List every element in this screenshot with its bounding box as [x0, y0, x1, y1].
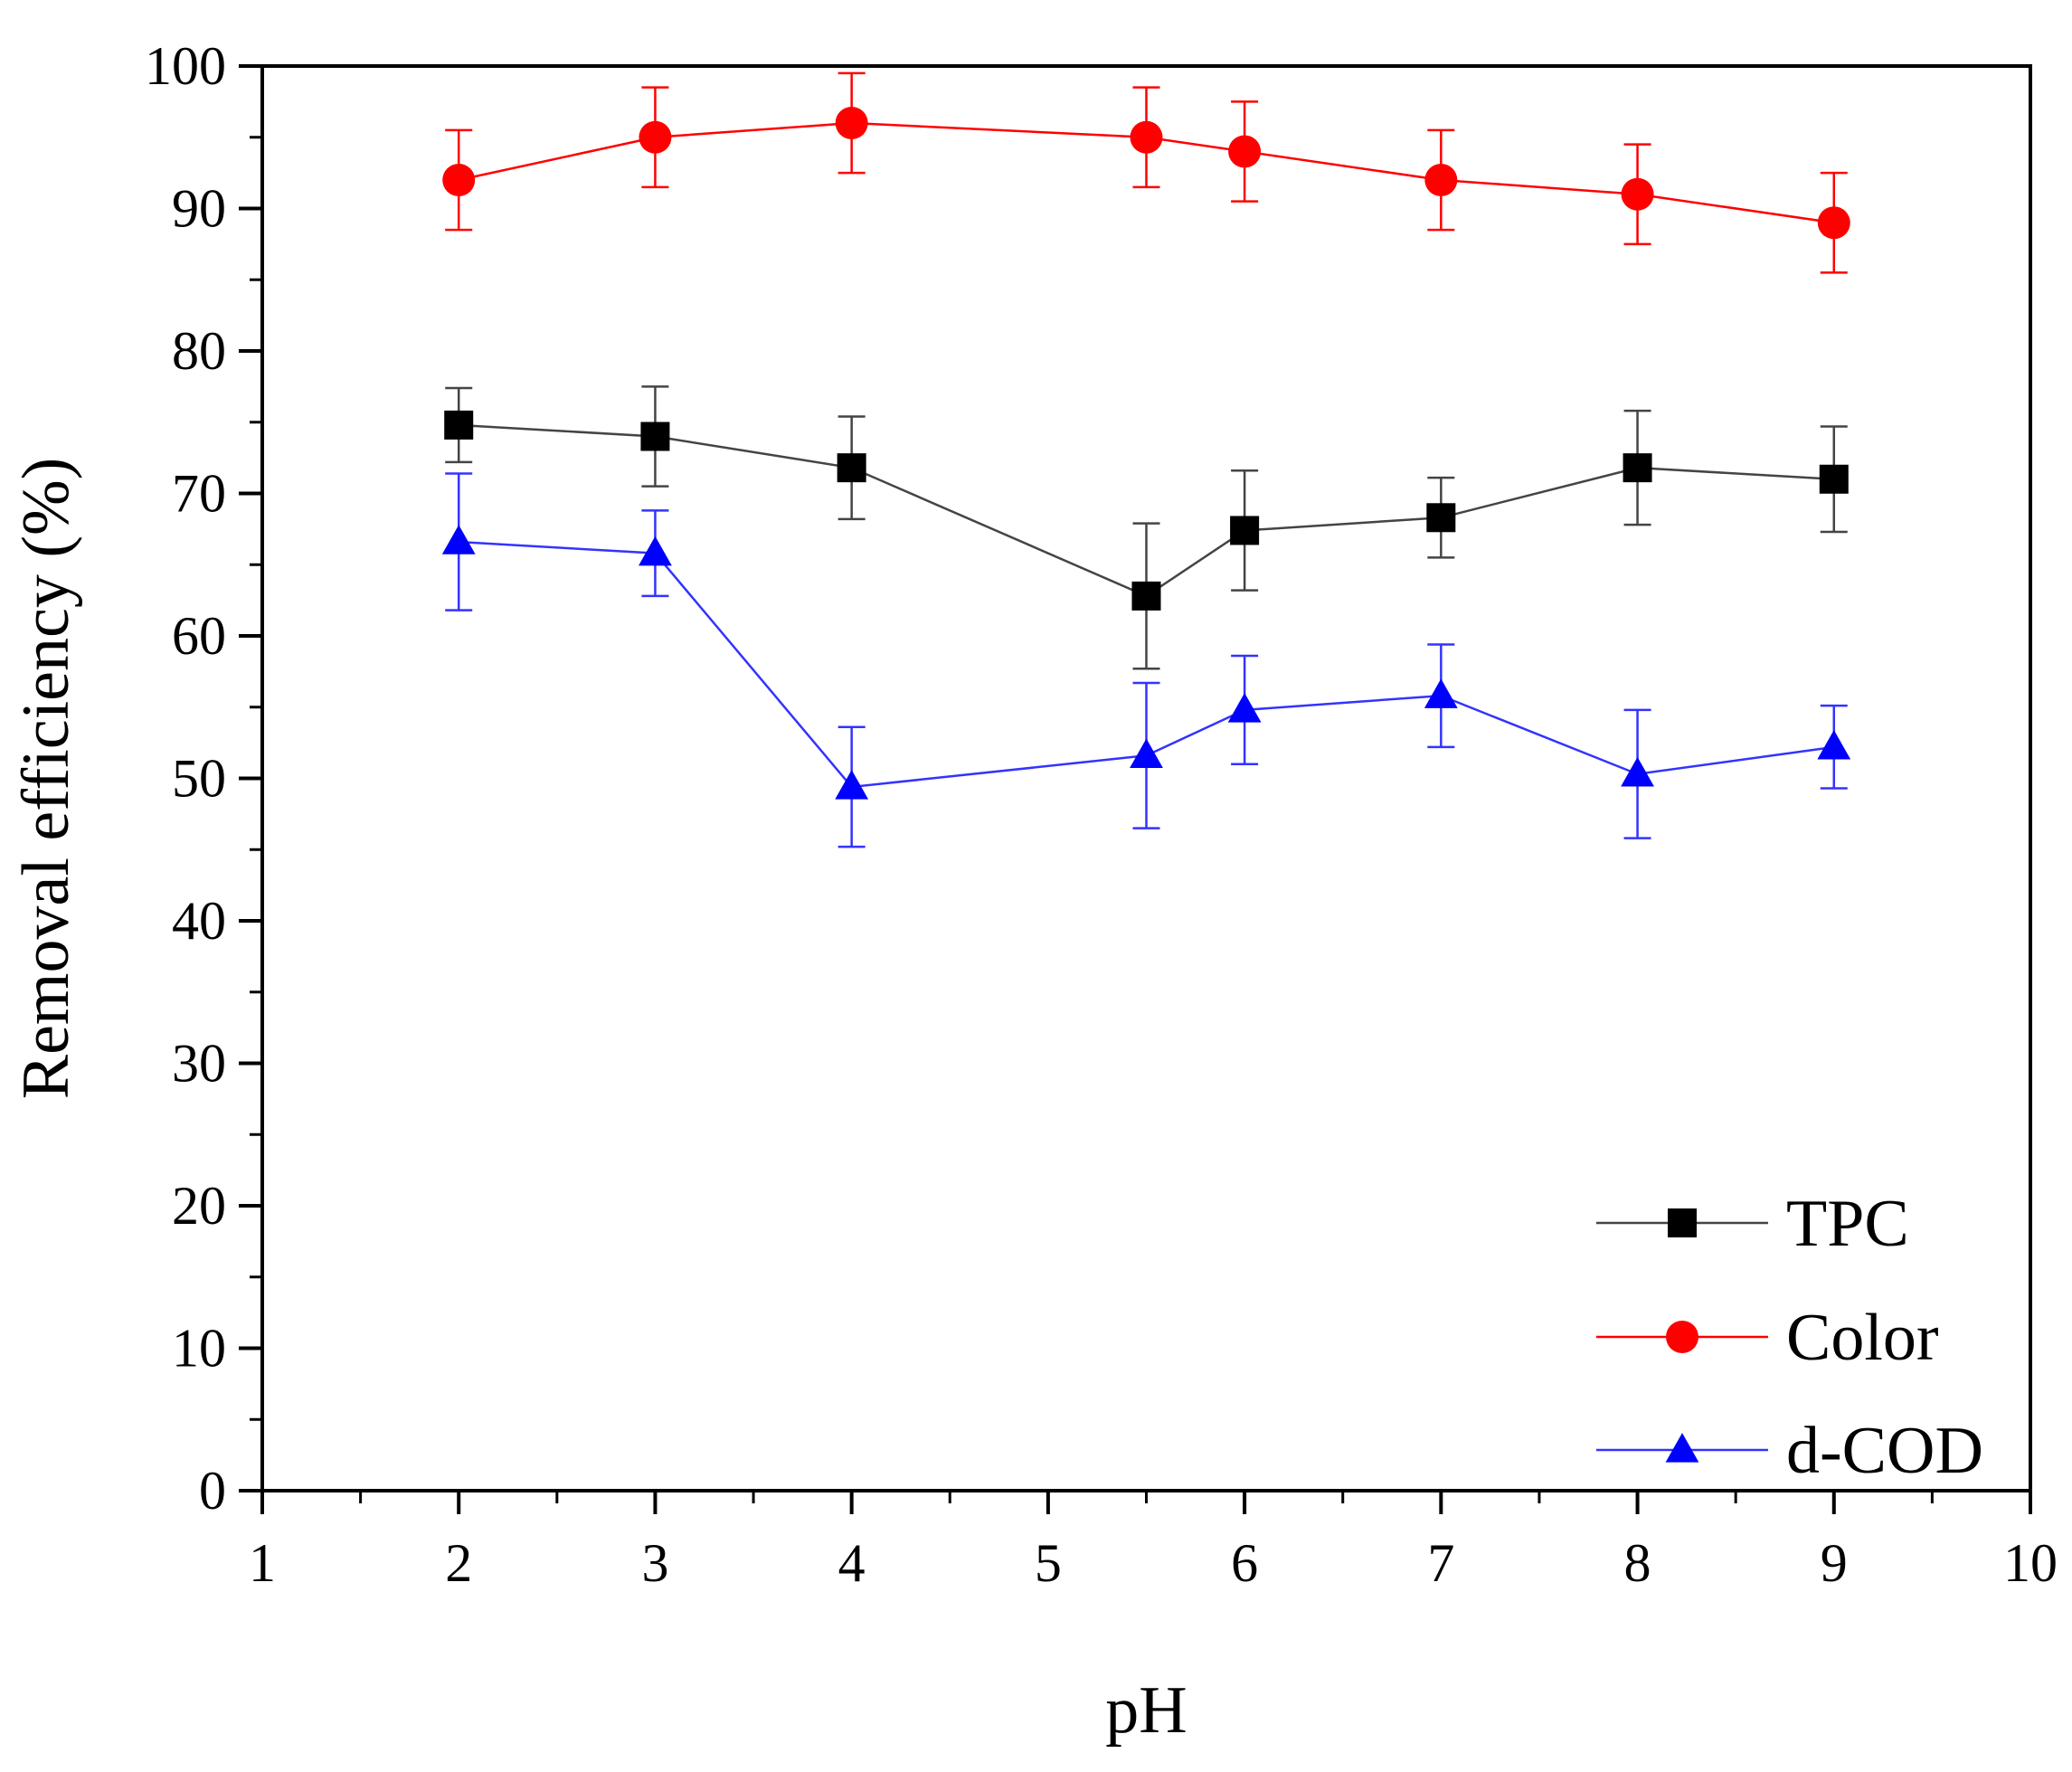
data-point-square — [1623, 453, 1652, 483]
x-tick-label: 2 — [445, 1533, 472, 1593]
series-d-cod — [441, 472, 1851, 848]
series-line — [458, 121, 1834, 224]
data-point-square — [1819, 464, 1849, 494]
data-point-triangle — [1665, 1433, 1699, 1463]
data-point-square — [1131, 581, 1161, 611]
data-point-square — [1668, 1208, 1697, 1237]
data-point-circle — [1621, 177, 1654, 211]
x-tick-label: 3 — [641, 1533, 668, 1593]
data-point-triangle — [1621, 756, 1654, 787]
series-line — [459, 540, 1834, 789]
data-point-square — [1230, 516, 1260, 545]
series-line — [459, 423, 1834, 598]
data-point-circle — [442, 164, 476, 196]
series-tpc — [444, 385, 1849, 670]
y-tick-label: 100 — [145, 36, 226, 96]
x-tick-label: 5 — [1035, 1533, 1062, 1593]
data-point-triangle — [1130, 738, 1163, 768]
y-tick-label: 80 — [172, 321, 226, 381]
y-tick-label: 70 — [172, 464, 226, 524]
y-tick-label: 90 — [172, 179, 226, 239]
data-point-triangle — [1424, 678, 1458, 708]
x-tick-label: 8 — [1624, 1533, 1651, 1593]
data-point-square — [444, 410, 474, 440]
data-point-square — [640, 422, 670, 451]
legend-label: TPC — [1786, 1187, 1909, 1261]
series-layer — [441, 71, 1851, 848]
y-tick-label: 0 — [199, 1461, 226, 1521]
x-tick-label: 1 — [249, 1533, 276, 1593]
series-color — [442, 71, 1850, 274]
y-tick-label: 10 — [172, 1319, 226, 1379]
y-tick-label: 60 — [172, 606, 226, 666]
legend-item: d-COD — [1596, 1414, 1983, 1488]
x-tick-label: 7 — [1427, 1533, 1454, 1593]
data-point-triangle — [441, 525, 476, 554]
x-tick-label: 10 — [2003, 1533, 2058, 1593]
data-point-circle — [1817, 206, 1850, 240]
legend: TPC Color d-COD — [1596, 1187, 1983, 1488]
data-point-square — [1426, 503, 1456, 533]
legend-item: Color — [1596, 1301, 1939, 1375]
y-tick-label: 20 — [172, 1176, 226, 1236]
y-tick-label: 40 — [172, 891, 226, 951]
legend-label: d-COD — [1786, 1414, 1983, 1488]
y-tick-label: 50 — [172, 749, 226, 809]
data-point-triangle — [1817, 730, 1851, 760]
data-point-circle — [835, 107, 868, 139]
x-axis-label: pH — [1105, 1673, 1187, 1748]
data-point-triangle — [639, 535, 672, 566]
data-point-triangle — [835, 770, 869, 800]
data-point-circle — [1228, 135, 1262, 168]
data-point-circle — [1666, 1321, 1698, 1353]
x-tick-label: 4 — [838, 1533, 866, 1593]
y-axis-label: Removal efficiency (%) — [9, 458, 83, 1100]
x-tick-label: 9 — [1821, 1533, 1848, 1593]
data-point-square — [837, 453, 866, 483]
legend-item: TPC — [1596, 1187, 1909, 1261]
data-point-circle — [639, 120, 672, 154]
data-point-circle — [1130, 120, 1163, 154]
legend-label: Color — [1786, 1301, 1939, 1375]
data-point-circle — [1424, 164, 1458, 196]
y-tick-label: 30 — [172, 1034, 226, 1094]
data-point-triangle — [1227, 693, 1262, 723]
x-tick-label: 6 — [1231, 1533, 1258, 1593]
